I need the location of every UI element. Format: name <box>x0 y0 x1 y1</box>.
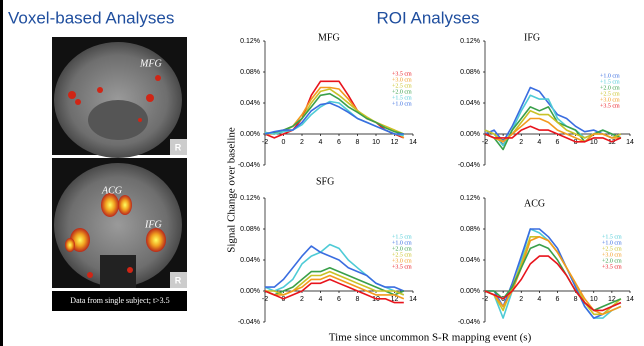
x-tick-label: 6 <box>337 139 341 146</box>
chart-title: SFG <box>316 176 334 187</box>
x-tick-label: 0 <box>282 139 286 146</box>
x-tick-label: 14 <box>626 139 634 146</box>
y-tick-label: 0.08% <box>240 226 260 233</box>
x-tick-label: 14 <box>626 296 634 303</box>
y-tick-label: -0.04% <box>238 319 260 326</box>
legend-entry: +1.0 cm <box>392 101 412 107</box>
x-tick-label: -2 <box>262 139 268 146</box>
y-tick-label: 0.12% <box>460 38 480 45</box>
x-tick-label: 6 <box>556 139 560 146</box>
y-tick-label: 0.00% <box>460 131 480 138</box>
x-tick-label: -2 <box>482 139 488 146</box>
roi-title: ROI Analyses <box>377 8 480 27</box>
x-tick-label: 2 <box>519 296 523 303</box>
y-tick-label: 0.04% <box>460 100 480 107</box>
series-line <box>265 272 404 295</box>
x-tick-label: 14 <box>409 139 417 146</box>
series-line <box>265 103 404 134</box>
y-tick-label: 0.12% <box>460 195 480 202</box>
y-tick-label: 0.12% <box>240 38 260 45</box>
y-tick-label: -0.04% <box>458 319 480 326</box>
x-tick-label: 4 <box>319 139 323 146</box>
chart-title: IFG <box>524 32 540 43</box>
x-tick-label: 2 <box>300 139 304 146</box>
x-tick-label: 10 <box>372 139 380 146</box>
legend-entry: +3.5 cm <box>600 103 620 109</box>
x-tick-label: 8 <box>574 296 578 303</box>
series-line <box>485 237 621 314</box>
voxel-title: Voxel-based Analyses <box>8 8 174 27</box>
x-tick-label: 12 <box>391 139 399 146</box>
x-tick-label: 8 <box>356 296 360 303</box>
y-tick-label: -0.04% <box>238 162 260 169</box>
brain-label: IFG <box>144 219 162 230</box>
x-tick-label: 6 <box>337 296 341 303</box>
legend-entry: +3.5 cm <box>602 264 622 270</box>
y-tick-label: 0.08% <box>460 226 480 233</box>
x-tick-label: 4 <box>537 139 541 146</box>
series-line <box>485 107 621 150</box>
legend-entry: +3.5 cm <box>392 264 412 270</box>
brain-label: ACG <box>101 185 122 196</box>
side-label: R <box>175 142 182 152</box>
y-tick-label: 0.00% <box>240 131 260 138</box>
x-tick-label: -2 <box>482 296 488 303</box>
y-axis-label: Signal Change over baseline <box>226 127 238 253</box>
y-tick-label: 0.04% <box>240 257 260 264</box>
side-label: R <box>175 275 182 285</box>
brain-label: MFG <box>139 58 162 69</box>
series-line <box>265 276 404 299</box>
y-tick-label: -0.04% <box>458 162 480 169</box>
y-tick-label: 0.12% <box>240 195 260 202</box>
brain-image-bottom <box>52 158 187 288</box>
y-tick-label: 0.04% <box>240 100 260 107</box>
y-tick-label: 0.00% <box>240 288 260 295</box>
x-tick-label: 6 <box>556 296 560 303</box>
figure: Voxel-based Analyses ROI Analyses MFG AC… <box>0 0 644 346</box>
x-tick-label: 10 <box>590 296 598 303</box>
y-tick-label: 0.08% <box>240 69 260 76</box>
brain-image-top <box>52 37 187 158</box>
chart-title: ACG <box>524 198 545 209</box>
chart-title: MFG <box>318 32 340 43</box>
x-tick-label: 14 <box>409 296 417 303</box>
left-border <box>0 0 3 346</box>
x-tick-label: 2 <box>300 296 304 303</box>
x-tick-label: 2 <box>519 139 523 146</box>
y-tick-label: 0.00% <box>460 288 480 295</box>
y-tick-label: 0.08% <box>460 69 480 76</box>
x-tick-label: 4 <box>537 296 541 303</box>
x-tick-label: 8 <box>356 139 360 146</box>
x-tick-label: -2 <box>262 296 268 303</box>
y-tick-label: 0.04% <box>460 257 480 264</box>
x-tick-label: 4 <box>319 296 323 303</box>
caption: Data from single subject; t>3.5 <box>70 296 169 305</box>
x-axis-label: Time since uncommon S-R mapping event (s… <box>329 332 532 344</box>
